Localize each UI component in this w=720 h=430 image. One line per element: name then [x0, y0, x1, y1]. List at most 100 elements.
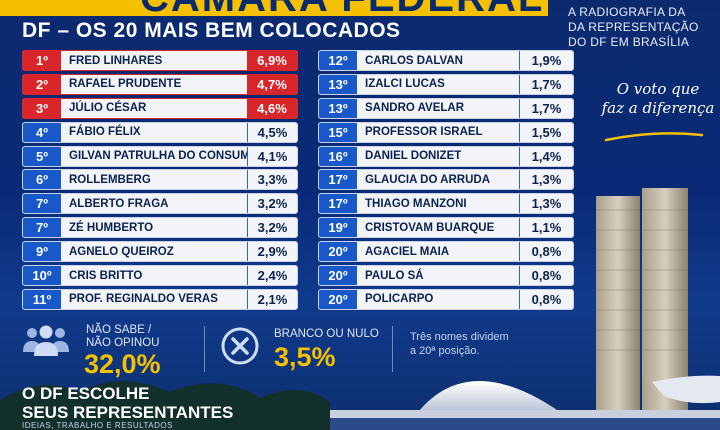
- candidate-percentage: 1,7%: [519, 74, 573, 94]
- candidate-percentage: 4,5%: [247, 122, 297, 142]
- ranking-position: 4º: [23, 122, 61, 142]
- ranking-row: 20º AGACIEL MAIA 0,8%: [318, 241, 574, 263]
- ranking-row: 7º ZÉ HUMBERTO 3,2%: [22, 217, 298, 239]
- ranking-row: 16º DANIEL DONIZET 1,4%: [318, 145, 574, 167]
- ranking-row: 13º SANDRO AVELAR 1,7%: [318, 97, 574, 119]
- ranking-list-right: 12º CARLOS DALVAN 1,9% 13º IZALCI LUCAS 1,7% 1…: [318, 50, 574, 313]
- ranking-row: 6º ROLLEMBERG 3,3%: [22, 169, 298, 191]
- ranking-position: 5º: [23, 146, 61, 166]
- ranking-position: 1º: [23, 51, 61, 70]
- ranking-row: 15º PROFESSOR ISRAEL 1,5%: [318, 121, 574, 143]
- candidate-name: POLICARPO: [357, 289, 519, 309]
- ranking-row: 17º THIAGO MANZONI 1,3%: [318, 193, 574, 215]
- ranking-position: 20º: [319, 266, 357, 286]
- candidate-percentage: 1,9%: [519, 51, 573, 70]
- header-right-line: DA REPRESENTAÇÃO: [568, 20, 699, 34]
- candidate-percentage: 4,7%: [247, 74, 297, 94]
- ranking-list-left: 1º FRED LINHARES 6,9% 2º RAFAEL PRUDENTE 4,7%…: [22, 50, 298, 313]
- candidate-name: PAULO SÁ: [357, 266, 519, 286]
- candidate-percentage: 1,4%: [519, 146, 573, 166]
- candidate-percentage: 1,3%: [519, 170, 573, 190]
- candidate-name: ALBERTO FRAGA: [61, 194, 247, 214]
- ranking-row: 2º RAFAEL PRUDENTE 4,7%: [22, 73, 298, 95]
- slogan: O voto que faz a diferença: [598, 80, 718, 118]
- candidate-name: ZÉ HUMBERTO: [61, 218, 247, 238]
- candidate-name: GILVAN PATRULHA DO CONSUMIDOR: [61, 146, 247, 166]
- candidate-percentage: 2,1%: [247, 289, 297, 309]
- candidate-percentage: 3,3%: [247, 170, 297, 190]
- candidate-name: ROLLEMBERG: [61, 170, 247, 190]
- ranking-position: 17º: [319, 194, 357, 214]
- candidate-percentage: 1,5%: [519, 122, 573, 142]
- ranking-position: 17º: [319, 170, 357, 190]
- footer-title-line2: SEUS REPRESENTANTES: [22, 403, 234, 422]
- ranking-position: 20º: [319, 289, 357, 309]
- candidate-percentage: 1,1%: [519, 218, 573, 238]
- candidate-percentage: 4,1%: [247, 146, 297, 166]
- banner-title: CÂMARA FEDERAL: [140, 0, 544, 16]
- ranking-position: 20º: [319, 242, 357, 262]
- ranking-position: 19º: [319, 218, 357, 238]
- candidate-name: SANDRO AVELAR: [357, 98, 519, 118]
- header-right-line: DO DF EM BRASÍLIA: [568, 35, 690, 49]
- ranking-row: 3º JÚLIO CÉSAR 4,6%: [22, 97, 298, 119]
- candidate-percentage: 3,2%: [247, 218, 297, 238]
- header-right-line: A RADIOGRAFIA DA: [568, 5, 686, 19]
- stat-dont-know-label: NÃO SABE / NÃO OPINOU: [86, 324, 159, 350]
- tie-note-line1: Três nomes dividem: [410, 331, 509, 343]
- ranking-position: 12º: [319, 51, 357, 70]
- ranking-position: 6º: [23, 170, 61, 190]
- ranking-row: 13º IZALCI LUCAS 1,7%: [318, 73, 574, 95]
- ranking-position: 3º: [23, 98, 61, 118]
- ranking-position: 13º: [319, 74, 357, 94]
- candidate-name: FÁBIO FÉLIX: [61, 122, 247, 142]
- tie-note: Três nomes dividem a 20ª posição.: [410, 330, 509, 358]
- candidate-percentage: 1,3%: [519, 194, 573, 214]
- candidate-name: IZALCI LUCAS: [357, 74, 519, 94]
- ranking-position: 16º: [319, 146, 357, 166]
- people-icon: [23, 325, 69, 356]
- candidate-name: PROF. REGINALDO VERAS: [61, 289, 247, 309]
- candidate-percentage: 2,4%: [247, 266, 297, 286]
- candidate-name: CARLOS DALVAN: [357, 51, 519, 70]
- ranking-position: 7º: [23, 194, 61, 214]
- candidate-name: CRIS BRITTO: [61, 266, 247, 286]
- slogan-line1: O voto que: [616, 80, 700, 98]
- ranking-row: 17º GLAUCIA DO ARRUDA 1,3%: [318, 169, 574, 191]
- divider: [204, 326, 205, 372]
- ranking-position: 13º: [319, 98, 357, 118]
- ranking-row: 12º CARLOS DALVAN 1,9%: [318, 50, 574, 71]
- ranking-position: 9º: [23, 242, 61, 262]
- candidate-percentage: 4,6%: [247, 98, 297, 118]
- candidate-name: FRED LINHARES: [61, 51, 247, 70]
- ranking-row: 20º PAULO SÁ 0,8%: [318, 265, 574, 287]
- candidate-percentage: 2,9%: [247, 242, 297, 262]
- ranking-row: 11º PROF. REGINALDO VERAS 2,1%: [22, 288, 298, 310]
- stat-blank-null-label: BRANCO OU NULO: [274, 328, 379, 340]
- ranking-position: 11º: [23, 289, 61, 309]
- candidate-percentage: 1,7%: [519, 98, 573, 118]
- page-subtitle: DF – OS 20 MAIS BEM COLOCADOS: [22, 19, 401, 42]
- ranking-row: 19º CRISTOVAM BUARQUE 1,1%: [318, 217, 574, 239]
- candidate-name: AGACIEL MAIA: [357, 242, 519, 262]
- ranking-row: 1º FRED LINHARES 6,9%: [22, 50, 298, 71]
- ranking-row: 20º POLICARPO 0,8%: [318, 288, 574, 310]
- candidate-name: PROFESSOR ISRAEL: [357, 122, 519, 142]
- divider: [392, 326, 393, 372]
- candidate-percentage: 0,8%: [519, 289, 573, 309]
- ranking-row: 10º CRIS BRITTO 2,4%: [22, 265, 298, 287]
- stat-blank-null-value: 3,5%: [274, 342, 336, 372]
- stat-dont-know-label-line1: NÃO SABE /: [86, 324, 152, 336]
- candidate-percentage: 3,2%: [247, 194, 297, 214]
- candidate-percentage: 0,8%: [519, 266, 573, 286]
- candidate-name: THIAGO MANZONI: [357, 194, 519, 214]
- footer-title: O DF ESCOLHE SEUS REPRESENTANTES: [22, 384, 233, 422]
- candidate-name: DANIEL DONIZET: [357, 146, 519, 166]
- ranking-position: 10º: [23, 266, 61, 286]
- candidate-name: GLAUCIA DO ARRUDA: [357, 170, 519, 190]
- ranking-position: 2º: [23, 74, 61, 94]
- ranking-row: 4º FÁBIO FÉLIX 4,5%: [22, 121, 298, 143]
- header-right-text: A RADIOGRAFIA DA DA REPRESENTAÇÃO DO DF …: [568, 5, 718, 50]
- slogan-line2: faz a diferença: [601, 99, 715, 117]
